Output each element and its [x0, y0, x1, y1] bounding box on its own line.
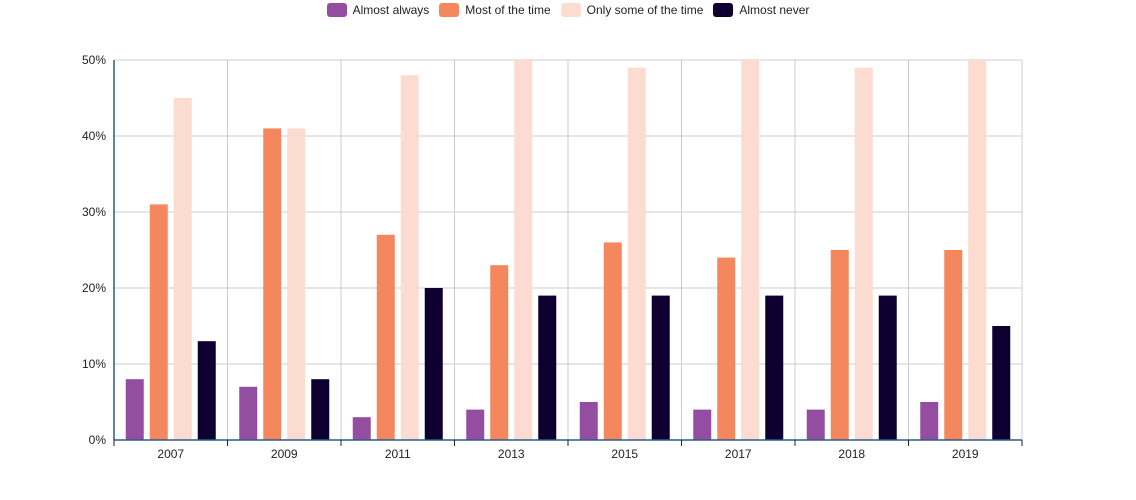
x-tick-label: 2007 [157, 447, 184, 461]
bar [717, 257, 736, 440]
bar [149, 204, 168, 440]
x-tick-label: 2017 [725, 447, 752, 461]
legend-label-only-some-of-the-time: Only some of the time [586, 3, 704, 17]
bar [693, 409, 712, 440]
bar [239, 386, 258, 440]
x-tick-label: 2011 [385, 447, 411, 461]
legend-label-most-of-the-time: Most of the time [465, 3, 551, 17]
bar [125, 379, 144, 440]
bar [854, 67, 873, 440]
bar [806, 409, 825, 440]
bar [765, 295, 784, 440]
y-tick-label: 50% [82, 53, 106, 67]
x-tick-label: 2013 [498, 447, 525, 461]
legend-item-almost-never[interactable]: Almost never [713, 3, 809, 17]
legend-swatch-almost-always [326, 3, 347, 17]
bar [579, 402, 598, 440]
y-tick-label: 20% [82, 281, 106, 295]
legend-item-most-of-the-time[interactable]: Most of the time [439, 3, 551, 17]
bar [603, 242, 622, 440]
bar [514, 60, 533, 440]
bar [197, 341, 216, 440]
x-tick-label: 2019 [952, 447, 979, 461]
bar [878, 295, 897, 440]
bar [538, 295, 557, 440]
bar [400, 75, 419, 440]
bar [466, 409, 485, 440]
bar [627, 67, 646, 440]
legend-item-almost-always[interactable]: Almost always [326, 3, 430, 17]
bar [287, 128, 306, 440]
bar [968, 60, 987, 440]
x-tick-label: 2009 [271, 447, 298, 461]
legend: Almost always Most of the time Only some… [0, 3, 1136, 17]
bar [376, 234, 395, 440]
y-tick-label: 10% [82, 357, 106, 371]
bar [944, 250, 963, 440]
x-tick-label: 2015 [611, 447, 638, 461]
legend-swatch-almost-never [713, 3, 734, 17]
bar [920, 402, 939, 440]
legend-swatch-most-of-the-time [439, 3, 460, 17]
legend-swatch-only-some-of-the-time [560, 3, 581, 17]
legend-label-almost-never: Almost never [739, 3, 810, 17]
y-tick-label: 0% [89, 433, 107, 447]
y-tick-label: 40% [82, 129, 106, 143]
legend-label-almost-always: Almost always [352, 3, 430, 17]
legend-item-only-some-of-the-time[interactable]: Only some of the time [560, 3, 704, 17]
bar [490, 265, 509, 440]
y-tick-label: 30% [82, 205, 106, 219]
bar [424, 288, 443, 440]
bar [352, 417, 371, 440]
bar [173, 98, 192, 440]
x-tick-label: 2018 [838, 447, 865, 461]
bar [992, 326, 1011, 440]
bar [651, 295, 670, 440]
bar [263, 128, 282, 440]
bar [741, 60, 760, 440]
bar [830, 250, 849, 440]
bar [311, 379, 330, 440]
